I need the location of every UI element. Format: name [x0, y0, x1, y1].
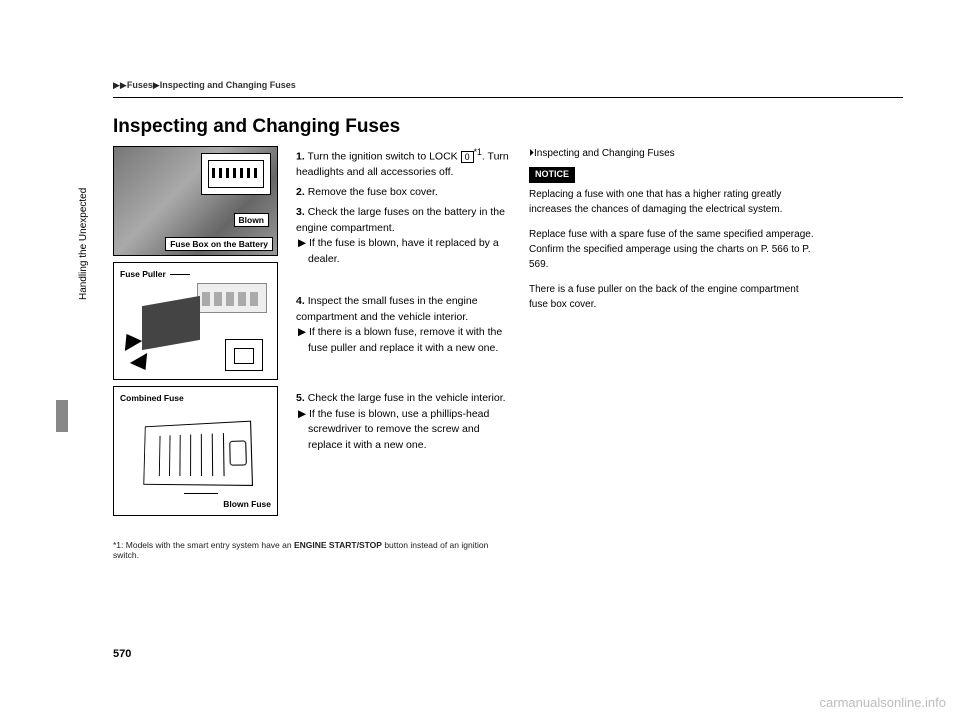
step-sub: If there is a blown fuse, remove it with…	[308, 326, 502, 354]
info-text: Confirm the specified amperage using the…	[529, 244, 810, 270]
step-block-4: 4. Inspect the small fuses in the engine…	[296, 294, 511, 357]
fusebox-inset	[201, 153, 271, 195]
label-puller: Fuse Puller	[120, 269, 166, 279]
key-lock-0: 0	[461, 151, 474, 164]
chevron-icon: ▶	[120, 80, 127, 90]
info-paragraph: Replace fuse with a spare fuse of the sa…	[529, 227, 819, 272]
page-number: 570	[113, 648, 131, 660]
content-columns: Blown Fuse Box on the Battery Fuse Pulle…	[113, 146, 903, 522]
page-title: Inspecting and Changing Fuses	[113, 116, 903, 138]
info-title-text: Inspecting and Changing Fuses	[534, 148, 675, 159]
illustration-combined-fuse: Combined Fuse Blown Fuse	[113, 386, 278, 516]
divider	[113, 97, 903, 98]
step-2: 2. Remove the fuse box cover.	[296, 185, 511, 201]
footnote-bold: ENGINE START/STOP	[294, 540, 382, 550]
footnote-marker: *1	[474, 147, 482, 157]
step-5: 5. Check the large fuse in the vehicle i…	[296, 391, 511, 454]
combined-fuse-graphic	[143, 421, 253, 486]
illustration-fuse-puller: Fuse Puller	[113, 262, 278, 380]
label-blown: Blown	[234, 213, 270, 227]
step-3: 3. Check the large fuses on the battery …	[296, 205, 511, 268]
label-combined: Combined Fuse	[120, 393, 184, 403]
illustration-battery-fusebox: Blown Fuse Box on the Battery	[113, 146, 278, 256]
puller-graphic	[142, 296, 200, 350]
step-sub: If the fuse is blown, have it replaced b…	[308, 237, 499, 265]
step-text: Inspect the small fuses in the engine co…	[296, 295, 478, 323]
breadcrumb: ▶▶Fuses▶Inspecting and Changing Fuses	[113, 80, 903, 91]
info-text: Replace fuse with a spare fuse of the sa…	[529, 229, 814, 240]
chevron-icon: ▶	[113, 80, 120, 90]
step-block-1-3: 1. Turn the ignition switch to LOCK 0*1.…	[296, 146, 511, 268]
footnote-text: Models with the smart entry system have …	[123, 540, 294, 550]
page-content: ▶▶Fuses▶Inspecting and Changing Fuses In…	[113, 80, 903, 560]
breadcrumb-seg: Fuses	[127, 80, 153, 90]
section-label: Handling the Unexpected	[78, 188, 89, 300]
fuse-row-graphic	[197, 283, 267, 313]
step-block-5: 5. Check the large fuse in the vehicle i…	[296, 391, 511, 454]
illustration-column: Blown Fuse Box on the Battery Fuse Pulle…	[113, 146, 278, 522]
watermark: carmanualsonline.info	[820, 695, 946, 710]
step-sub: If the fuse is blown, use a phillips-hea…	[308, 408, 489, 452]
label-blown-fuse: Blown Fuse	[223, 499, 271, 509]
step-text: Turn the ignition switch to LOCK	[308, 151, 461, 163]
notice-body: Replacing a fuse with one that has a hig…	[529, 187, 819, 217]
info-paragraph: There is a fuse puller on the back of th…	[529, 282, 819, 312]
step-text: Check the large fuses on the battery in …	[296, 206, 505, 234]
breadcrumb-seg: Inspecting and Changing Fuses	[160, 80, 296, 90]
section-tab	[56, 400, 68, 432]
triangle-bullet-icon: ▶	[298, 237, 306, 249]
step-1: 1. Turn the ignition switch to LOCK 0*1.…	[296, 146, 511, 181]
steps-column: 1. Turn the ignition switch to LOCK 0*1.…	[296, 146, 511, 522]
label-fusebox: Fuse Box on the Battery	[165, 237, 273, 251]
chevron-icon: ▶	[153, 80, 160, 90]
arrow-icon	[130, 353, 154, 375]
step-4: 4. Inspect the small fuses in the engine…	[296, 294, 511, 357]
triangle-bullet-icon: ▶	[298, 326, 306, 338]
footnote-marker: *1:	[113, 540, 123, 550]
arrow-icon	[118, 329, 142, 351]
info-column: ⏵Inspecting and Changing Fuses NOTICE Re…	[529, 146, 819, 522]
fuse-closeup	[225, 339, 263, 371]
step-text: Check the large fuse in the vehicle inte…	[308, 392, 506, 404]
triangle-bullet-icon: ▶	[298, 408, 306, 420]
info-title: ⏵Inspecting and Changing Fuses	[529, 146, 819, 161]
step-text: Remove the fuse box cover.	[308, 186, 438, 198]
footnote: *1: Models with the smart entry system h…	[113, 540, 493, 560]
notice-badge: NOTICE	[529, 167, 575, 183]
